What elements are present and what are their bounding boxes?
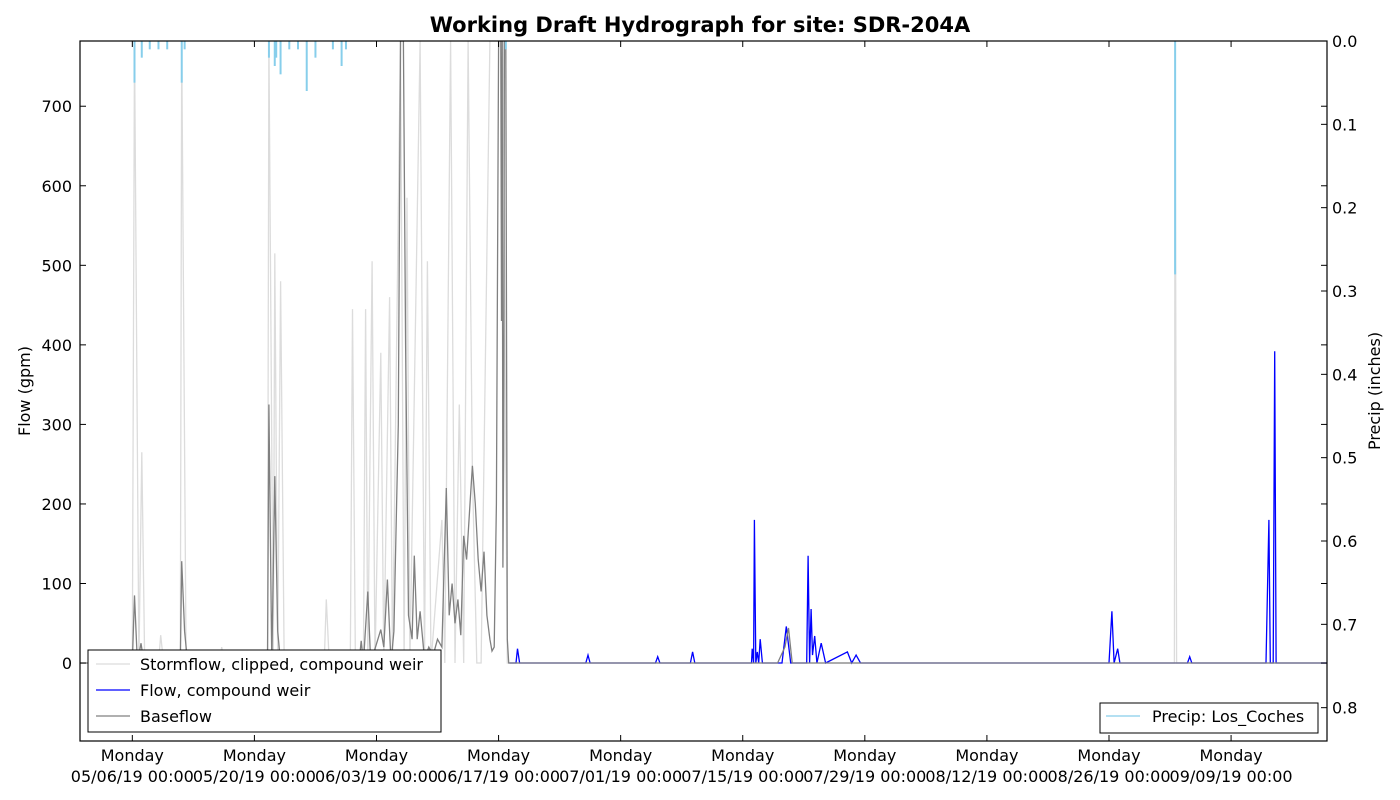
legend-label-flow: Flow, compound weir <box>140 681 311 700</box>
y-tick-label-3: 300 <box>41 415 72 434</box>
y2-tick-label-6: 0.6 <box>1332 532 1357 551</box>
x-tick-day-7: Monday <box>955 746 1018 765</box>
y-tick-label-1: 100 <box>41 575 72 594</box>
x-tick-label-4: 07/01/19 00:00 <box>559 767 682 786</box>
x-axis: Monday 05/06/19 00:00 Monday 05/20/19 00:00… <box>71 41 1293 786</box>
y-tick-label-5: 500 <box>41 256 72 275</box>
legend-label-stormflow: Stormflow, clipped, compound weir <box>140 655 423 674</box>
x-tick-day-8: Monday <box>1077 746 1140 765</box>
series-line-1 <box>509 351 1327 665</box>
x-tick-day-5: Monday <box>711 746 774 765</box>
x-tick-day-9: Monday <box>1199 746 1262 765</box>
y-tick-label-2: 200 <box>41 495 72 514</box>
x-tick-day-6: Monday <box>833 746 896 765</box>
y-tick-label-0: 0 <box>62 654 72 673</box>
y2-tick-label-1: 0.1 <box>1332 115 1357 134</box>
x-tick-label-6: 07/29/19 00:00 <box>803 767 926 786</box>
right-y-axis: 0.0 0.1 0.2 0.3 0.4 0.5 0.6 0.7 0.8 <box>1321 32 1357 718</box>
y-tick-label-4: 400 <box>41 336 72 355</box>
series-line-0 <box>80 41 1327 664</box>
x-tick-label-2: 06/03/19 00:00 <box>315 767 438 786</box>
x-tick-day-4: Monday <box>589 746 652 765</box>
x-tick-day-1: Monday <box>223 746 286 765</box>
y2-tick-label-4: 0.4 <box>1332 365 1357 384</box>
left-y-axis: 0 100 200 300 400 500 600 700 <box>41 97 1327 673</box>
plot-frame <box>79 40 1328 742</box>
x-tick-label-8: 08/26/19 00:00 <box>1047 767 1170 786</box>
chart-title: Working Draft Hydrograph for site: SDR-2… <box>430 13 971 37</box>
legend-label-baseflow: Baseflow <box>140 707 212 726</box>
x-tick-label-3: 06/17/19 00:00 <box>437 767 560 786</box>
y2-tick-label-8: 0.8 <box>1332 699 1357 718</box>
flow-legend: Stormflow, clipped, compound weir Flow, … <box>87 649 442 733</box>
flow-legend-box <box>87 649 442 733</box>
precip-legend: Precip: Los_Coches <box>1099 702 1319 734</box>
precip-legend-box <box>1099 702 1319 734</box>
y-tick-label-7: 700 <box>41 97 72 116</box>
x-tick-label-9: 09/09/19 00:00 <box>1170 767 1293 786</box>
x-tick-label-7: 08/12/19 00:00 <box>925 767 1048 786</box>
y2-axis-label: Precip (inches) <box>1365 332 1384 450</box>
plot-area <box>80 41 1327 665</box>
y2-tick-label-2: 0.2 <box>1332 199 1357 218</box>
x-tick-day-3: Monday <box>467 746 530 765</box>
legend-label-precip: Precip: Los_Coches <box>1152 707 1304 727</box>
x-tick-day-0: Monday <box>101 746 164 765</box>
x-tick-label-0: 05/06/19 00:00 <box>71 767 194 786</box>
x-tick-label-1: 05/20/19 00:00 <box>193 767 316 786</box>
x-tick-label-5: 07/15/19 00:00 <box>681 767 804 786</box>
y2-tick-label-5: 0.5 <box>1332 449 1357 468</box>
y2-tick-label-0: 0.0 <box>1332 32 1357 51</box>
y-axis-label: Flow (gpm) <box>15 346 34 436</box>
series-line-2 <box>80 41 1327 664</box>
y2-tick-label-7: 0.7 <box>1332 615 1357 634</box>
x-tick-day-2: Monday <box>345 746 408 765</box>
y2-tick-label-3: 0.3 <box>1332 282 1357 301</box>
y-tick-label-6: 600 <box>41 177 72 196</box>
